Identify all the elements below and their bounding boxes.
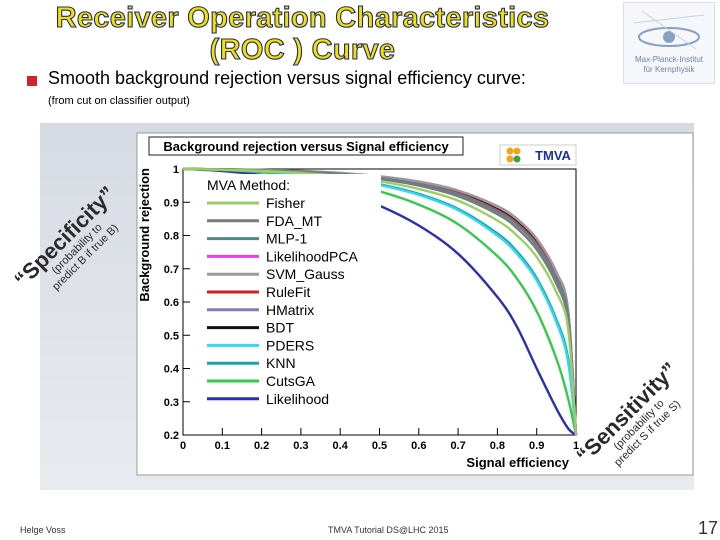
logo-text-line2: für Kernphysik bbox=[643, 65, 695, 74]
legend-entry: CutsGA bbox=[266, 373, 316, 389]
institute-logo-mark bbox=[633, 10, 705, 50]
legend-entry: PDERS bbox=[266, 337, 314, 353]
bullet-marker bbox=[27, 76, 37, 86]
institute-logo: Max-Planck-Institut für Kernphysik bbox=[623, 2, 715, 84]
x-tick-label: 0.7 bbox=[450, 440, 465, 452]
x-tick-label: 0.4 bbox=[333, 440, 349, 452]
legend-entry: FDA_MT bbox=[266, 213, 322, 229]
legend-entry: BDT bbox=[266, 320, 294, 336]
x-tick-label: 0.3 bbox=[293, 440, 308, 452]
slide-title-line1: Receiver Operation Characteristics bbox=[55, 1, 550, 34]
slide-title-line2: (ROC ) Curve bbox=[209, 33, 396, 66]
x-tick-label: 0.5 bbox=[372, 440, 387, 452]
y-tick-label: 0.8 bbox=[164, 231, 179, 243]
y-tick-label: 0.6 bbox=[164, 297, 179, 309]
y-tick-label: 0.4 bbox=[164, 364, 180, 376]
tmva-logo: TMVA bbox=[499, 144, 577, 166]
y-tick-label: 0.3 bbox=[164, 397, 179, 409]
chart-title: Background rejection versus Signal effic… bbox=[163, 139, 449, 154]
footer-event: TMVA Tutorial DS@LHC 2015 bbox=[328, 525, 449, 535]
x-tick-label: 0.9 bbox=[529, 440, 544, 452]
specificity-annotation: “Specificity” (probability to predict B … bbox=[9, 181, 121, 293]
x-tick-label: 1 bbox=[573, 440, 579, 452]
legend-entry: HMatrix bbox=[266, 302, 314, 318]
page-number: 17 bbox=[698, 518, 719, 538]
x-axis-label: Signal efficiency bbox=[466, 455, 569, 470]
x-tick-label: 0.2 bbox=[254, 440, 269, 452]
chart-title-box bbox=[148, 136, 464, 156]
footer-author: Helge Voss bbox=[20, 525, 66, 535]
y-tick-label: 0.5 bbox=[164, 330, 179, 342]
x-tick-label: 0.1 bbox=[215, 440, 230, 452]
legend-entry: MLP-1 bbox=[266, 231, 307, 247]
y-tick-label: 1 bbox=[173, 164, 179, 176]
logo-text-line1: Max-Planck-Institut bbox=[634, 55, 704, 64]
x-tick-label: 0 bbox=[180, 440, 186, 452]
roc-curve-fisher bbox=[182, 167, 578, 436]
slide-title: Receiver Operation Characteristics (ROC … bbox=[20, 1, 585, 66]
y-tick-label: 0.9 bbox=[164, 197, 179, 209]
x-tick-label: 0.8 bbox=[490, 440, 505, 452]
legend-entry: LikelihoodPCA bbox=[266, 248, 358, 264]
legend-header: MVA Method: bbox=[207, 177, 290, 193]
legend-entry: Fisher bbox=[266, 195, 305, 211]
legend-entry: SVM_Gauss bbox=[266, 266, 345, 282]
y-tick-label: 0.7 bbox=[164, 264, 179, 276]
x-tick-label: 0.6 bbox=[411, 440, 426, 452]
y-axis-label: Background rejection bbox=[137, 168, 152, 302]
y-tick-label: 0.2 bbox=[164, 430, 179, 442]
legend-entry: KNN bbox=[266, 355, 296, 371]
tmva-logo-text: TMVA bbox=[535, 148, 571, 163]
legend-entry: RuleFit bbox=[266, 284, 310, 300]
slide-subtitle: Smooth background rejection versus signa… bbox=[48, 68, 526, 88]
legend-entry: Likelihood bbox=[266, 391, 329, 407]
slide-note: (from cut on classifier output) bbox=[48, 95, 190, 107]
